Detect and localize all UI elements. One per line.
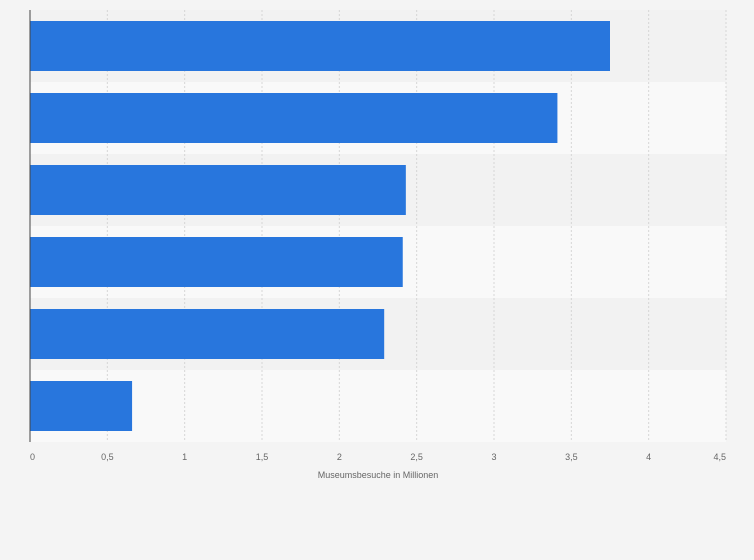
x-tick-labels: 0 0,5 1 1,5 2 2,5 3 3,5 4 4,5 <box>30 452 726 462</box>
x-tick-label: 2 <box>337 452 342 462</box>
bar[interactable] <box>30 381 133 431</box>
x-tick-label: 1 <box>182 452 187 462</box>
bar[interactable] <box>30 21 610 71</box>
bars <box>30 21 610 431</box>
x-tick-label: 0,5 <box>101 452 114 462</box>
x-tick-label: 3 <box>491 452 496 462</box>
x-tick-label: 4,5 <box>713 452 726 462</box>
x-tick-label: 1,5 <box>256 452 269 462</box>
x-tick-label: 2,5 <box>410 452 423 462</box>
bar[interactable] <box>30 309 385 359</box>
row-band <box>30 370 726 442</box>
bar[interactable] <box>30 165 406 215</box>
row-bands <box>30 10 726 442</box>
x-tick-label: 3,5 <box>565 452 578 462</box>
x-axis-title: Museumsbesuche in Millionen <box>318 470 439 480</box>
grid-lines <box>106 10 727 442</box>
bar[interactable] <box>30 93 558 143</box>
bar[interactable] <box>30 237 403 287</box>
x-tick-label: 4 <box>646 452 651 462</box>
x-tick-label: 0 <box>30 452 35 462</box>
